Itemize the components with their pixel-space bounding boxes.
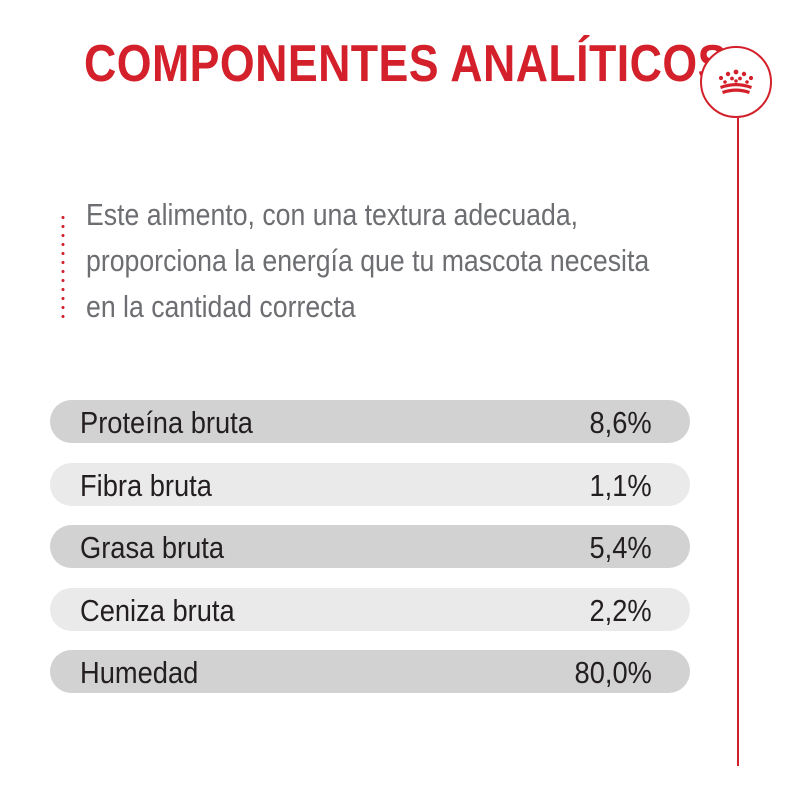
- component-row-protein: Proteína bruta 8,6%: [50, 400, 690, 443]
- analytical-components-table: Proteína bruta 8,6% Fibra bruta 1,1% Gra…: [50, 400, 690, 713]
- component-value: 2,2%: [589, 592, 652, 628]
- component-row-moisture: Humedad 80,0%: [50, 650, 690, 693]
- page-title: COMPONENTES ANALÍTICOS: [84, 35, 728, 93]
- intro-line: en la cantidad correcta: [86, 289, 356, 324]
- component-label: Grasa bruta: [80, 530, 225, 565]
- intro-paragraph: Este alimento, con una textura adecuada,…: [86, 192, 726, 330]
- intro-line: Este alimento, con una textura adecuada,: [86, 197, 579, 232]
- dotted-accent-line: [61, 213, 65, 323]
- component-value: 1,1%: [589, 467, 652, 503]
- decorative-vertical-line: [737, 118, 739, 766]
- component-label: Proteína bruta: [80, 405, 253, 440]
- component-value: 8,6%: [589, 405, 652, 440]
- component-label: Fibra bruta: [80, 467, 212, 503]
- crown-icon: [718, 69, 754, 94]
- component-row-ash: Ceniza bruta 2,2%: [50, 587, 690, 631]
- component-row-fiber: Fibra bruta 1,1%: [50, 462, 690, 506]
- component-label: Humedad: [80, 655, 199, 690]
- component-value: 5,4%: [589, 530, 652, 565]
- component-row-fat: Grasa bruta 5,4%: [50, 525, 690, 568]
- component-label: Ceniza bruta: [80, 592, 235, 628]
- intro-line: proporciona la energía que tu mascota ne…: [86, 243, 650, 278]
- brand-logo: [700, 46, 772, 118]
- component-value: 80,0%: [574, 655, 652, 690]
